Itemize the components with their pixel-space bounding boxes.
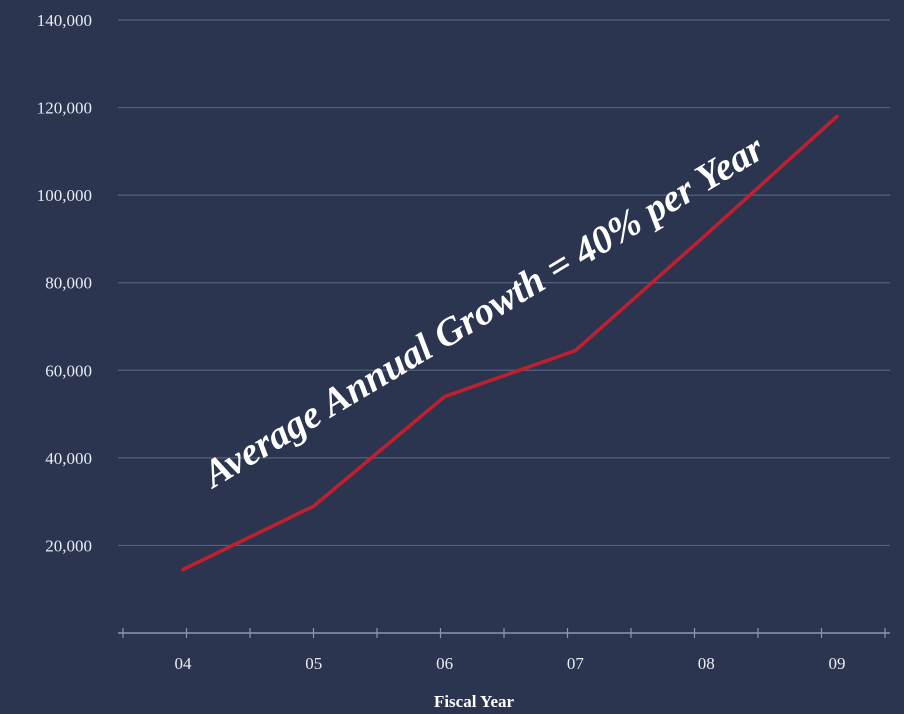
x-tick-label: 09 bbox=[829, 654, 846, 673]
x-tick-label: 04 bbox=[175, 654, 193, 673]
x-tick-label: 05 bbox=[305, 654, 322, 673]
y-tick-label: 60,000 bbox=[45, 361, 92, 380]
series-layer bbox=[181, 114, 839, 572]
y-tick-label: 40,000 bbox=[45, 449, 92, 468]
y-tick-label: 80,000 bbox=[45, 274, 92, 293]
series-line bbox=[181, 114, 839, 572]
x-axis-tick-labels: 04 05 06 07 08 09 bbox=[175, 654, 846, 673]
x-axis-title: Fiscal Year bbox=[434, 692, 515, 711]
y-tick-label: 120,000 bbox=[37, 99, 92, 118]
x-tick-label: 07 bbox=[567, 654, 585, 673]
y-tick-label: 140,000 bbox=[37, 11, 92, 30]
x-axis bbox=[118, 628, 890, 638]
y-tick-label: 20,000 bbox=[45, 536, 92, 555]
gridlines bbox=[118, 19, 890, 547]
y-axis-tick-labels: 20,000 40,000 60,000 80,000 100,000 120,000 14… bbox=[37, 11, 92, 555]
y-tick-label: 100,000 bbox=[37, 186, 92, 205]
x-tick-label: 08 bbox=[698, 654, 715, 673]
x-tick-label: 06 bbox=[436, 654, 453, 673]
growth-annotation: Average Annual Growth = 40% per Year bbox=[193, 126, 772, 497]
